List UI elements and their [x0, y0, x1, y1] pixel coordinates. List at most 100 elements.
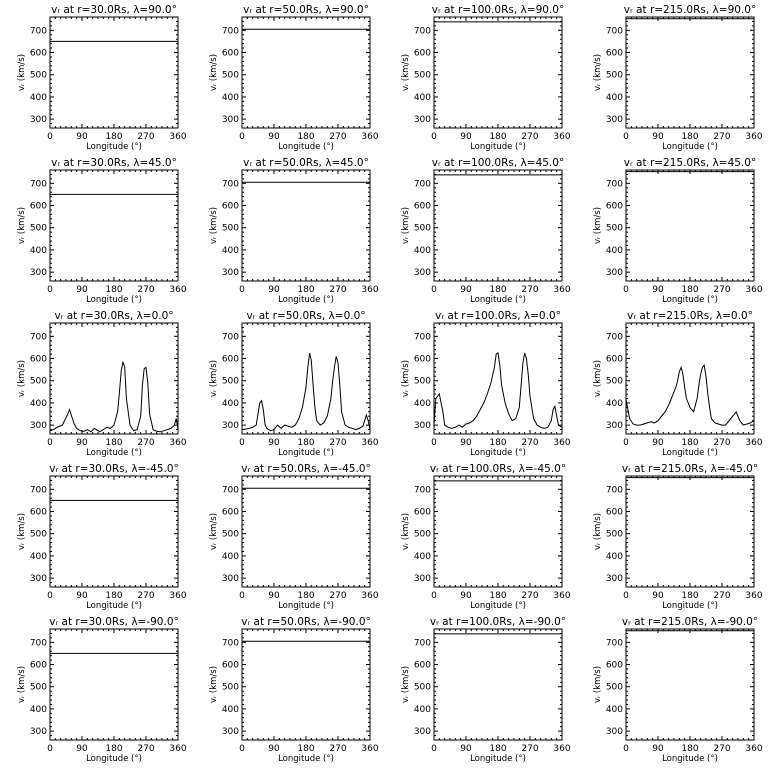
panel-6: vᵣ at r=50.0Rs, λ=45.0° 0 90 180 270 360 300 40… — [209, 157, 379, 305]
x-tick-label: 270 — [713, 744, 730, 754]
panel-title: vᵣ at r=215.0Rs, λ=-45.0° — [622, 463, 758, 475]
x-tick-label: 0 — [431, 744, 437, 754]
x-tick-label: 270 — [137, 285, 154, 295]
x-axis-label: Longitude (°) — [278, 448, 334, 458]
x-tick-label: 90 — [268, 744, 280, 754]
y-tick-label: 500 — [414, 683, 431, 693]
y-tick-label: 300 — [222, 421, 239, 431]
y-axis-label: vᵣ (km/s) — [593, 666, 603, 703]
x-tick-label: 0 — [431, 591, 437, 601]
y-tick-label: 400 — [606, 93, 623, 103]
x-tick-label: 180 — [297, 285, 314, 295]
x-axis-label: Longitude (°) — [278, 601, 334, 611]
x-axis-label: Longitude (°) — [662, 448, 718, 458]
panel-17: vᵣ at r=30.0Rs, λ=-90.0° 0 90 180 270 360 300 4… — [17, 616, 187, 764]
x-axis-label: Longitude (°) — [470, 142, 526, 152]
y-tick-label: 300 — [606, 727, 623, 737]
x-tick-label: 90 — [268, 132, 280, 142]
panel-15: vᵣ at r=100.0Rs, λ=-45.0° 0 90 180 270 360 300… — [401, 463, 571, 611]
x-tick-label: 180 — [489, 438, 506, 448]
plot-frame — [241, 169, 371, 282]
x-tick-label: 0 — [239, 438, 245, 448]
panel-title: vᵣ at r=215.0Rs, λ=0.0° — [627, 310, 753, 322]
y-tick-label: 500 — [606, 530, 623, 540]
y-tick-label: 700 — [606, 485, 623, 495]
x-tick-label: 180 — [489, 285, 506, 295]
x-tick-label: 180 — [105, 132, 122, 142]
plot-frame — [49, 16, 179, 129]
plot-frame — [49, 322, 179, 435]
y-tick-label: 600 — [30, 49, 47, 59]
x-tick-label: 180 — [105, 285, 122, 295]
y-tick-label: 300 — [30, 727, 47, 737]
y-tick-label: 500 — [414, 224, 431, 234]
x-tick-label: 270 — [137, 744, 154, 754]
x-tick-label: 180 — [105, 438, 122, 448]
y-tick-label: 600 — [414, 661, 431, 671]
y-tick-label: 700 — [30, 332, 47, 342]
x-tick-label: 270 — [713, 285, 730, 295]
x-tick-label: 270 — [137, 591, 154, 601]
y-tick-label: 500 — [30, 377, 47, 387]
x-tick-label: 0 — [431, 132, 437, 142]
panel-10: vᵣ at r=50.0Rs, λ=0.0° 0 90 180 270 360 300 400… — [209, 310, 379, 458]
plot-frame — [49, 475, 179, 588]
x-tick-label: 0 — [47, 285, 53, 295]
y-tick-label: 300 — [606, 115, 623, 125]
y-tick-label: 300 — [30, 268, 47, 278]
y-tick-label: 300 — [222, 727, 239, 737]
y-tick-label: 400 — [30, 246, 47, 256]
y-tick-label: 400 — [414, 93, 431, 103]
panel-title: vᵣ at r=100.0Rs, λ=0.0° — [435, 310, 561, 322]
y-tick-label: 700 — [222, 638, 239, 648]
plot-frame — [625, 475, 755, 588]
panel-title: vᵣ at r=30.0Rs, λ=-45.0° — [49, 463, 179, 475]
x-tick-label: 360 — [745, 591, 762, 601]
plot-frame — [625, 16, 755, 129]
y-axis-label: vᵣ (km/s) — [17, 360, 27, 397]
panel-title: vᵣ at r=50.0Rs, λ=-45.0° — [241, 463, 371, 475]
y-tick-label: 300 — [606, 421, 623, 431]
x-tick-label: 0 — [47, 591, 53, 601]
x-axis-label: Longitude (°) — [662, 601, 718, 611]
y-tick-label: 500 — [414, 530, 431, 540]
plot-frame — [49, 628, 179, 741]
y-tick-label: 400 — [222, 246, 239, 256]
y-tick-label: 400 — [30, 552, 47, 562]
x-axis-label: Longitude (°) — [662, 295, 718, 305]
y-tick-label: 600 — [606, 202, 623, 212]
x-axis-label: Longitude (°) — [86, 754, 142, 764]
x-tick-label: 180 — [681, 285, 698, 295]
x-axis-label: Longitude (°) — [470, 448, 526, 458]
y-tick-label: 500 — [606, 71, 623, 81]
y-tick-label: 600 — [606, 49, 623, 59]
panel-19: vᵣ at r=100.0Rs, λ=-90.0° 0 90 180 270 360 300… — [401, 616, 571, 764]
x-tick-label: 0 — [239, 591, 245, 601]
x-tick-label: 0 — [431, 438, 437, 448]
x-axis-label: Longitude (°) — [662, 142, 718, 152]
x-axis-label: Longitude (°) — [662, 754, 718, 764]
x-tick-label: 270 — [713, 438, 730, 448]
panel-title: vᵣ at r=50.0Rs, λ=90.0° — [243, 4, 369, 16]
x-tick-label: 180 — [297, 438, 314, 448]
panel-11: vᵣ at r=100.0Rs, λ=0.0° 0 90 180 270 360 300 40… — [401, 310, 571, 458]
panel-title: vᵣ at r=215.0Rs, λ=-90.0° — [622, 616, 758, 628]
y-axis-label: vᵣ (km/s) — [401, 207, 411, 244]
y-tick-label: 500 — [222, 377, 239, 387]
x-axis-label: Longitude (°) — [86, 448, 142, 458]
x-tick-label: 360 — [169, 591, 186, 601]
plot-frame — [625, 169, 755, 282]
panel-2: vᵣ at r=50.0Rs, λ=90.0° 0 90 180 270 360 300 40… — [209, 4, 379, 152]
x-tick-label: 270 — [137, 438, 154, 448]
y-axis-label: vᵣ (km/s) — [209, 54, 219, 91]
y-axis-label: vᵣ (km/s) — [209, 666, 219, 703]
x-tick-label: 0 — [623, 744, 629, 754]
x-tick-label: 360 — [361, 132, 378, 142]
panel-5: vᵣ at r=30.0Rs, λ=45.0° 0 90 180 270 360 300 40… — [17, 157, 187, 305]
x-tick-label: 180 — [297, 132, 314, 142]
y-tick-label: 400 — [414, 399, 431, 409]
x-tick-label: 360 — [169, 438, 186, 448]
x-tick-label: 90 — [460, 438, 472, 448]
panel-title: vᵣ at r=30.0Rs, λ=90.0° — [51, 4, 177, 16]
